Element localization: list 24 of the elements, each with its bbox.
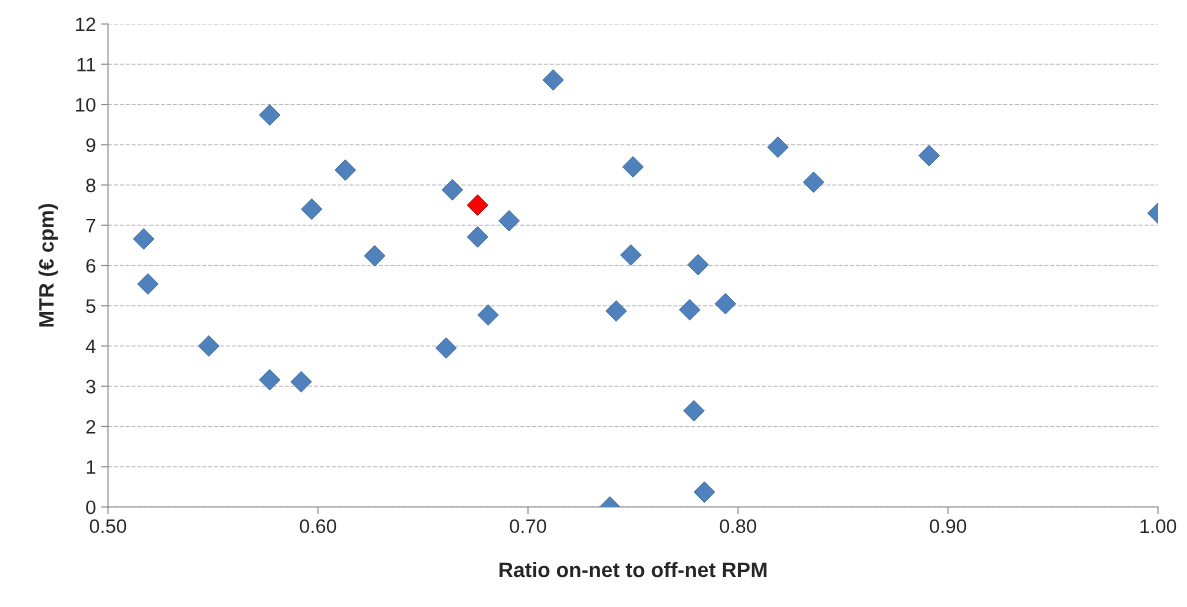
y-tick-label: 8 (86, 178, 96, 193)
y-axis-title: MTR (€ cpm) (38, 204, 58, 327)
y-tick-label: 1 (86, 460, 96, 474)
x-axis-title: Ratio on-net to off-net RPM (499, 561, 767, 578)
y-tick-label: 7 (86, 218, 96, 233)
x-tick-label: 0.60 (299, 519, 337, 534)
y-tick-label: 6 (86, 258, 96, 273)
point (477, 304, 499, 326)
x-tick-label: 0.90 (929, 519, 967, 534)
y-tick-label: 0 (86, 500, 96, 515)
point (435, 337, 457, 359)
x-tick-label: 1.00 (1140, 519, 1177, 534)
y-tick-label: 9 (86, 138, 96, 152)
y-tick-label: 11 (77, 57, 96, 72)
y-tick-label: 2 (86, 419, 96, 434)
y-tick-label: 5 (86, 299, 96, 313)
x-tick-label: 0.80 (719, 519, 757, 534)
y-tick-label: 12 (76, 17, 96, 32)
y-tick-label: 10 (76, 97, 96, 112)
x-tick-label: 0.70 (509, 519, 547, 534)
y-tick-label: 3 (86, 379, 96, 394)
y-tick-label: 4 (85, 339, 96, 354)
x-tick-label: 0.50 (89, 519, 127, 534)
point (767, 136, 789, 158)
